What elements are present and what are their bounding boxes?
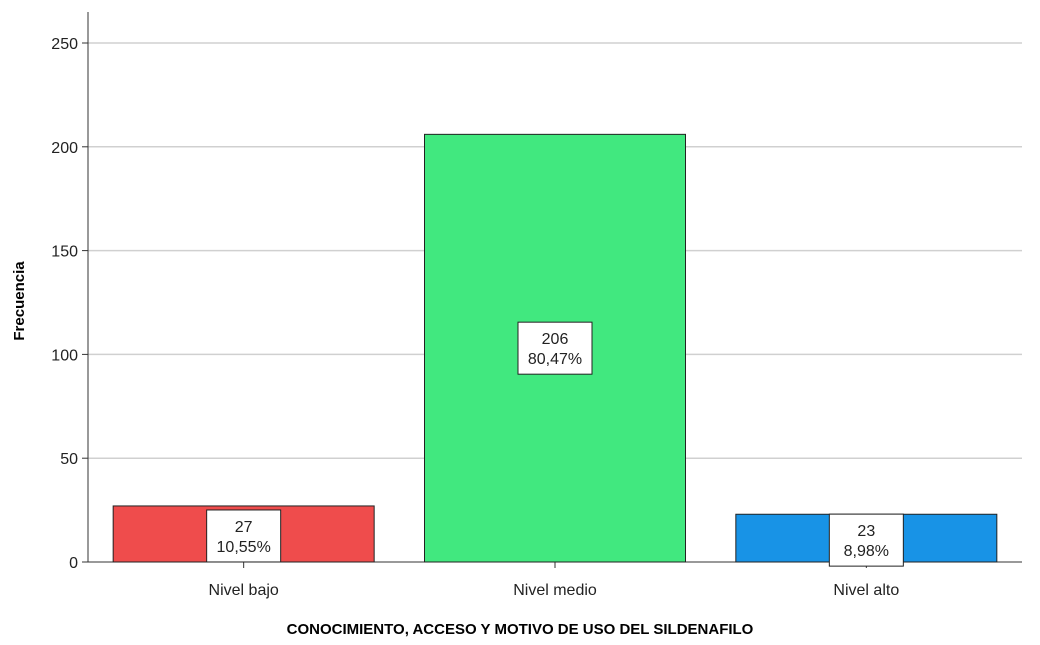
data-label-box xyxy=(206,509,282,563)
y-tick-label: 150 xyxy=(51,244,78,261)
data-label-percent: 10,55% xyxy=(217,539,271,556)
y-tick-label: 50 xyxy=(60,451,78,468)
data-label-box xyxy=(828,513,904,567)
data-label-count: 23 xyxy=(857,523,875,540)
y-tick-label: 250 xyxy=(51,36,78,53)
x-tick-label: Nivel bajo xyxy=(209,582,279,599)
x-axis-title: CONOCIMIENTO, ACCESO Y MOTIVO DE USO DEL… xyxy=(287,621,754,638)
x-tick-label: Nivel medio xyxy=(513,582,597,599)
data-label-percent: 80,47% xyxy=(528,351,582,368)
data-label-percent: 8,98% xyxy=(844,543,889,560)
data-label-box xyxy=(517,321,593,375)
y-tick-label: 0 xyxy=(69,555,78,572)
data-label-count: 27 xyxy=(235,519,253,536)
x-tick-label: Nivel alto xyxy=(833,582,899,599)
data-label-count: 206 xyxy=(542,331,569,348)
y-axis-title: Frecuencia xyxy=(11,261,28,341)
y-tick-label: 100 xyxy=(51,347,78,364)
y-tick-label: 200 xyxy=(51,140,78,157)
data-label-layer: 27 10,55% 206 80,47% 23 8,98% xyxy=(206,321,904,567)
